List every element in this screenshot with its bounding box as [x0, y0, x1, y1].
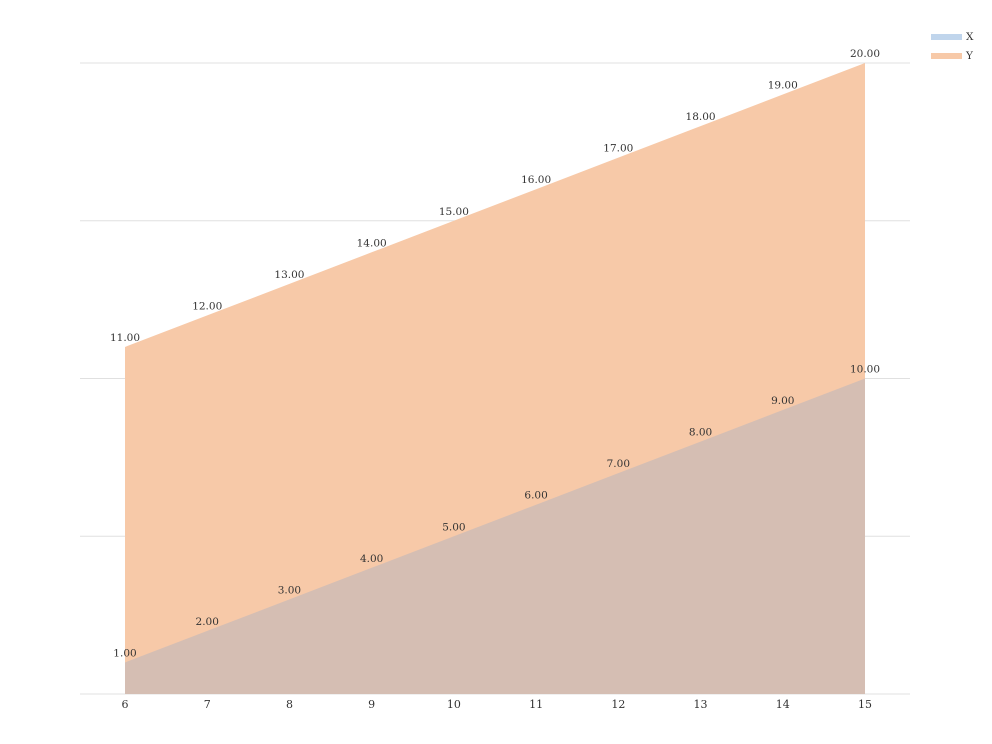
x-tick-label-14: 14	[776, 698, 790, 711]
data-label-x-8: 3.00	[278, 584, 301, 596]
data-label-y-10: 15.00	[439, 206, 469, 218]
area-series-y	[125, 63, 865, 694]
data-labels: 1.00 2.00 3.00 4.00 5.00 6.00 7.00 8.00 9.00 10.0…	[110, 48, 880, 659]
data-label-x-13: 8.00	[689, 427, 712, 439]
data-label-y-6: 11.00	[110, 332, 140, 344]
x-tick-label-6: 6	[122, 698, 129, 711]
legend-label-x: X	[966, 31, 974, 43]
data-label-y-15: 20.00	[850, 48, 880, 60]
x-tick-label-11: 11	[529, 698, 543, 711]
area-series	[125, 63, 865, 694]
data-label-y-9: 14.00	[357, 237, 387, 249]
x-tick-label-8: 8	[286, 698, 293, 711]
x-tick-label-9: 9	[368, 698, 375, 711]
data-label-y-12: 17.00	[603, 143, 633, 155]
legend-swatch-y	[931, 53, 962, 59]
x-tick-label-15: 15	[858, 698, 872, 711]
x-tick-label-7: 7	[204, 698, 211, 711]
data-label-x-9: 4.00	[360, 553, 383, 565]
area-series-x	[125, 378, 865, 694]
data-label-y-8: 13.00	[274, 269, 304, 281]
legend-label-y: Y	[965, 50, 974, 62]
data-label-y-13: 18.00	[686, 111, 716, 123]
x-tick-label-13: 13	[694, 698, 708, 711]
data-label-x-7: 2.00	[196, 616, 219, 628]
data-label-y-7: 12.00	[192, 300, 222, 312]
legend: XY	[931, 31, 974, 62]
data-label-x-15: 10.00	[850, 364, 880, 376]
data-label-x-11: 6.00	[524, 490, 547, 502]
data-label-y-11: 16.00	[521, 174, 551, 186]
data-label-x-12: 7.00	[607, 458, 630, 470]
data-label-y-14: 19.00	[768, 80, 798, 92]
data-label-x-10: 5.00	[442, 521, 465, 533]
x-tick-label-12: 12	[611, 698, 625, 711]
data-label-x-14: 9.00	[771, 395, 794, 407]
x-tick-label-10: 10	[447, 698, 461, 711]
data-label-x-6: 1.00	[113, 647, 136, 659]
x-axis: 6 7 8 9 10 11 12 13 14 15	[122, 698, 873, 711]
legend-swatch-x	[931, 34, 962, 40]
